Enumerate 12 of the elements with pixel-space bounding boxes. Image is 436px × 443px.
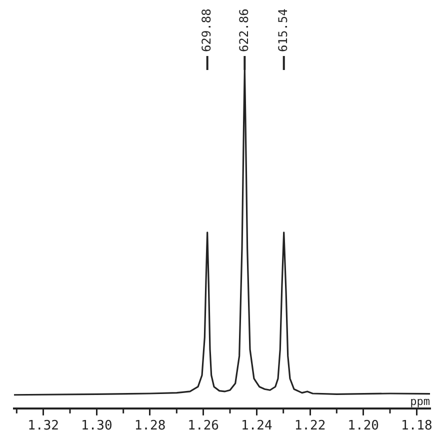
x-tick-label: 1.32 — [28, 418, 59, 434]
annotation: 629.88 — [199, 8, 214, 52]
x-tick-label: 1.26 — [188, 418, 219, 434]
x-tick-label: 1.30 — [81, 418, 112, 434]
x-tick-label: 1.24 — [241, 418, 272, 434]
x-tick-label: 1.20 — [348, 418, 379, 434]
annotation: 622.86 — [236, 8, 251, 52]
x-axis-title: ppm — [410, 394, 430, 408]
x-tick-label: 1.22 — [294, 418, 326, 434]
annotation: 615.54 — [276, 8, 290, 52]
x-tick-label: 1.28 — [134, 418, 166, 434]
x-tick-label: 1.18 — [401, 418, 432, 434]
